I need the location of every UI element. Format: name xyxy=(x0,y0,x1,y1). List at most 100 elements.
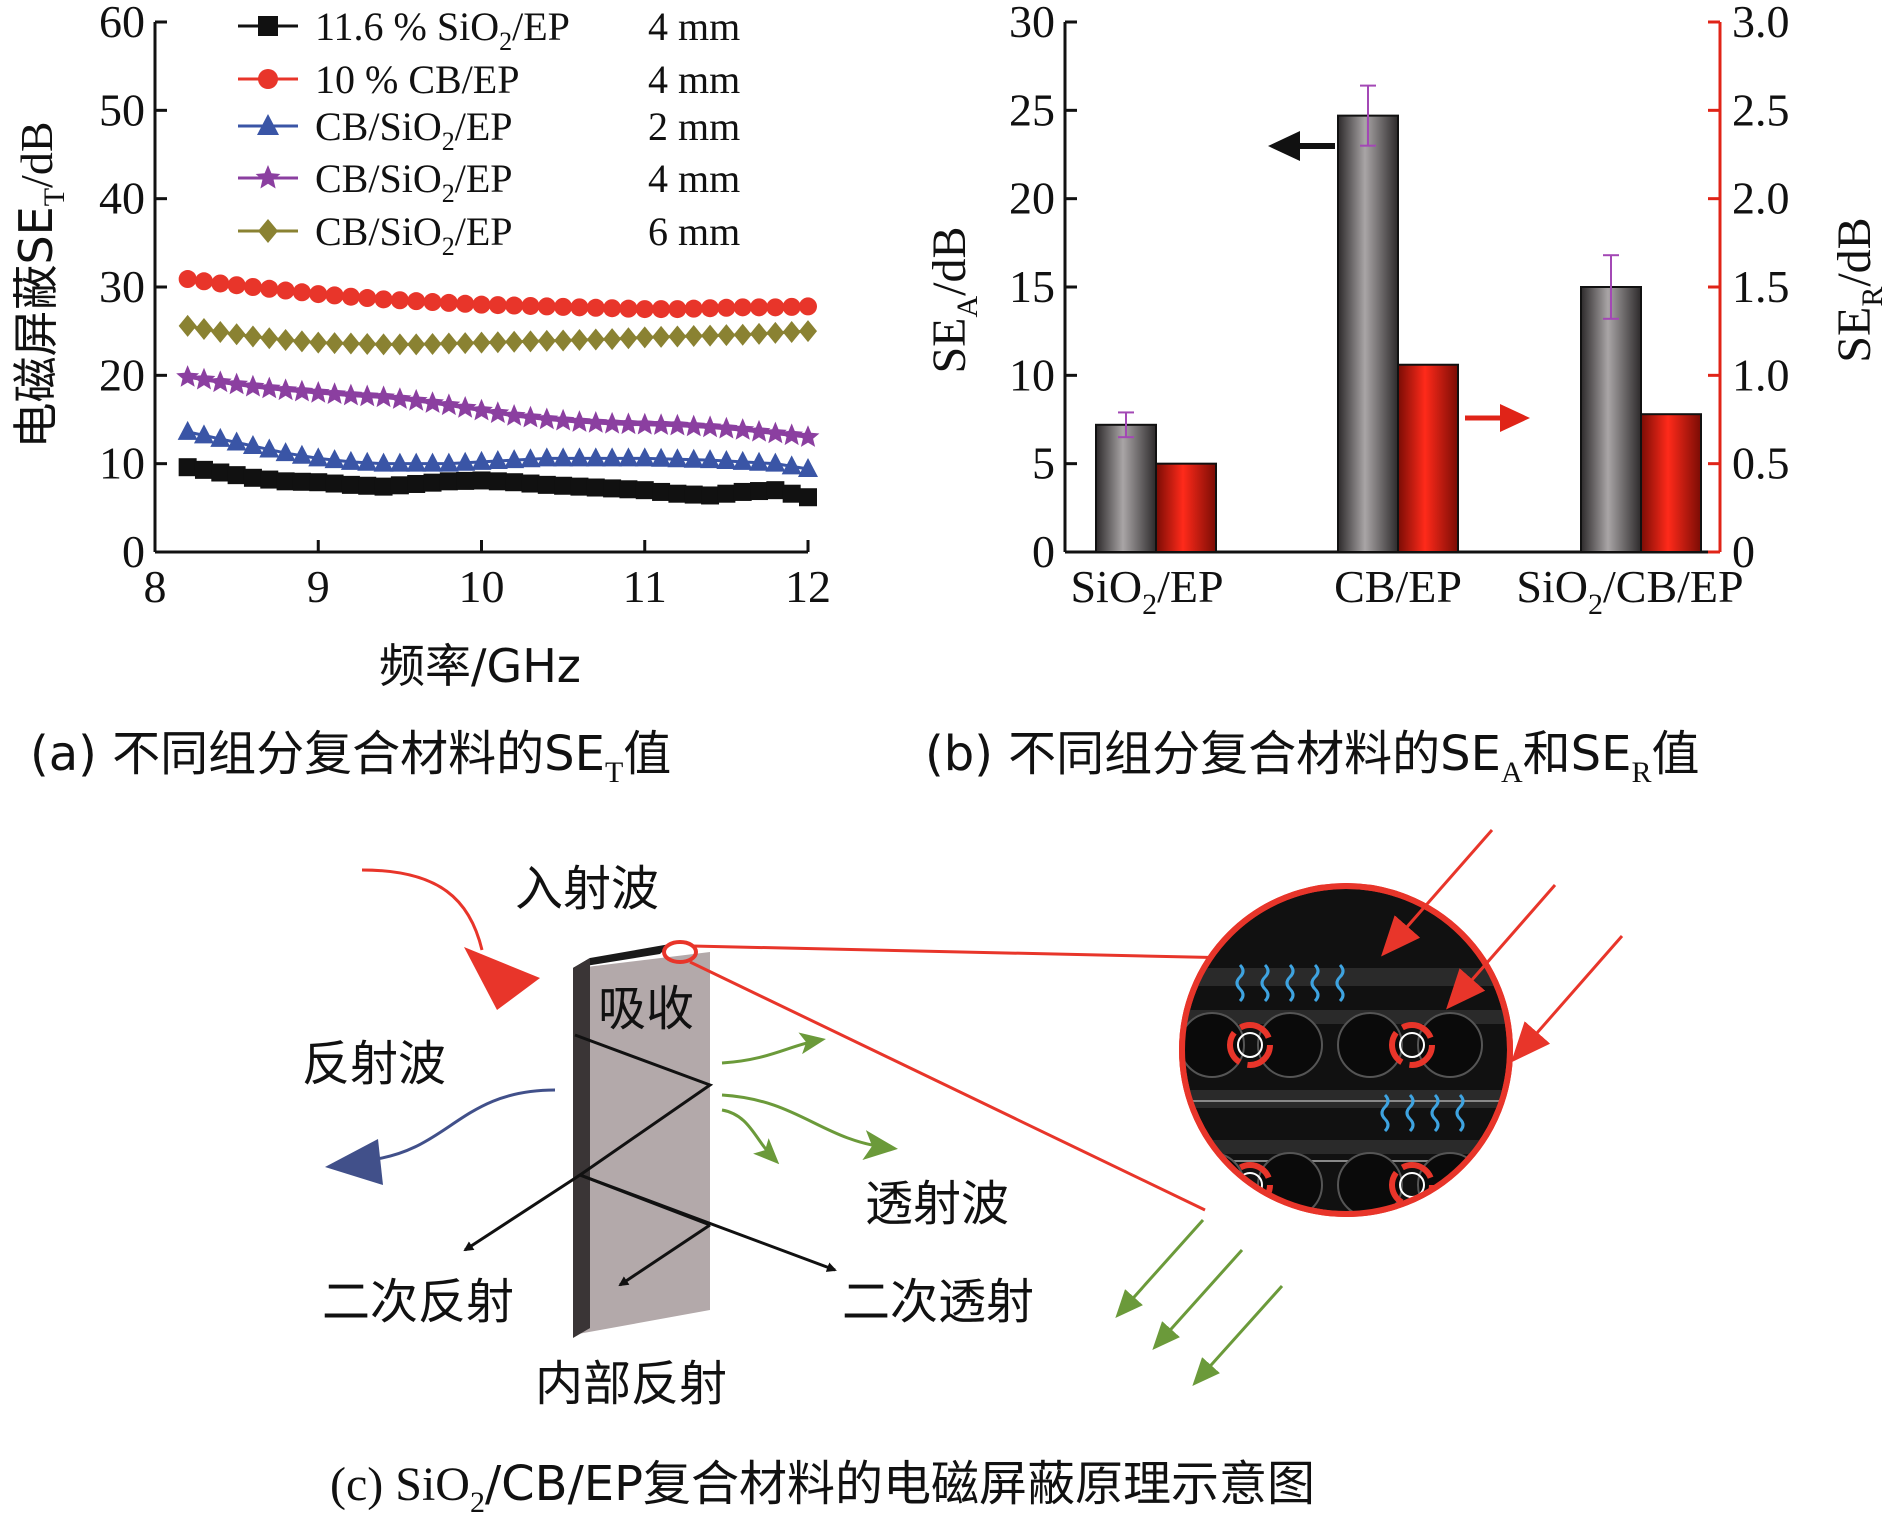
cb-particle xyxy=(1337,1152,1403,1212)
absorb-wave xyxy=(1382,1215,1388,1251)
cb-particle xyxy=(1337,1012,1403,1078)
absorb-wave xyxy=(1282,1215,1288,1251)
a-point xyxy=(243,325,262,348)
slab-left-face xyxy=(573,958,590,1338)
transmit-curve-3 xyxy=(721,1108,780,1165)
a-point xyxy=(292,472,311,491)
a-point xyxy=(763,421,787,444)
a-point xyxy=(717,484,736,503)
cb-particle xyxy=(1417,1012,1483,1078)
secondary-reflect-arrow xyxy=(463,1173,581,1252)
a-legend-label: CB/SiO2/EP xyxy=(315,104,513,156)
fiber-band xyxy=(1184,968,1508,986)
a-point xyxy=(390,291,409,310)
a-point xyxy=(502,404,526,426)
a-point xyxy=(309,473,328,492)
a-point xyxy=(456,294,475,313)
a-point xyxy=(258,16,278,36)
a-point xyxy=(243,468,262,487)
a-point xyxy=(570,477,589,496)
a-point xyxy=(521,474,540,493)
a-point xyxy=(470,398,493,421)
a-point xyxy=(422,452,443,472)
a-point xyxy=(225,372,248,395)
b-y-tick-label-right: 0.5 xyxy=(1732,438,1790,489)
a-point xyxy=(227,276,246,295)
absorb-wave xyxy=(1307,1215,1313,1251)
a-point xyxy=(537,475,556,494)
label-secondary-transmit: 二次透射 xyxy=(842,1274,1034,1330)
a-point xyxy=(258,69,278,89)
absorb-wave xyxy=(1455,1093,1465,1133)
fiber-band xyxy=(1184,1010,1508,1024)
a-point xyxy=(635,326,654,349)
a-point xyxy=(374,477,393,496)
a-point xyxy=(472,331,491,354)
a-point xyxy=(306,381,330,403)
b-category-label: CB/EP xyxy=(1334,561,1462,612)
a-x-tick-label: 11 xyxy=(623,561,667,612)
a-point xyxy=(717,298,736,317)
a-point xyxy=(537,297,556,316)
a-legend-thickness: 4 mm xyxy=(648,4,740,49)
reflect-wave-head xyxy=(325,1139,383,1185)
a-point xyxy=(634,447,655,467)
a-point xyxy=(698,415,722,438)
b-ylabel-right: SER/dB xyxy=(1828,217,1889,362)
a-point xyxy=(325,474,344,493)
a-point xyxy=(635,481,654,500)
a-point xyxy=(456,471,475,490)
a-series-0 xyxy=(178,458,817,507)
a-x-tick-label: 9 xyxy=(307,561,330,612)
a-point xyxy=(750,298,769,317)
a-point xyxy=(731,418,755,440)
a-point xyxy=(554,329,573,352)
a-point xyxy=(211,463,230,482)
a-point xyxy=(715,416,738,439)
b-y-tick-label-left: 10 xyxy=(1009,349,1055,400)
a-point xyxy=(291,444,312,464)
b-y-tick-label-left: 30 xyxy=(1009,0,1055,47)
a-point xyxy=(439,332,458,355)
a-point xyxy=(701,486,720,505)
a-point xyxy=(407,292,426,311)
a-point xyxy=(666,413,689,436)
a-point xyxy=(292,283,311,302)
a-x-tick-label: 12 xyxy=(785,561,831,612)
a-point xyxy=(798,457,818,477)
b-y-tick-label-right: 1.0 xyxy=(1732,349,1790,400)
a-point xyxy=(765,452,786,472)
a-series-4 xyxy=(178,314,817,356)
fiber-band xyxy=(1184,1090,1508,1108)
a-point xyxy=(603,299,622,318)
a-point xyxy=(453,396,477,418)
a-legend-label: 11.6 % SiO2/EP xyxy=(315,4,570,56)
a-point xyxy=(521,296,540,315)
a-point xyxy=(585,447,606,467)
a-point xyxy=(355,384,379,407)
a-xlabel: 频率/GHz xyxy=(379,639,581,693)
a-point xyxy=(553,447,574,467)
b-bar-ser xyxy=(1640,413,1702,554)
a-point xyxy=(570,298,589,317)
a-point xyxy=(782,297,801,316)
b-axes: 0 5 10 15 20 25 30 0 0.5 1.0 1.5 2.0 2.5 3.0 SiO2/EP CB… xyxy=(1009,0,1790,621)
a-point xyxy=(505,330,524,353)
b-bar-ser xyxy=(1155,462,1217,553)
a-point xyxy=(684,485,703,504)
a-point xyxy=(569,447,590,467)
a-point xyxy=(619,327,638,350)
a-point xyxy=(505,473,524,492)
a-legend: 11.6 % SiO2/EP 4 mm 10 % CB/EP 4 mm CB/SiO2/… xyxy=(238,4,740,261)
a-point xyxy=(682,414,706,437)
cb-particle xyxy=(1184,1012,1245,1078)
a-point xyxy=(486,401,510,423)
a-point xyxy=(358,289,377,308)
a-point xyxy=(780,423,804,446)
transmit-curve-1 xyxy=(721,1032,826,1065)
a-point xyxy=(323,382,346,404)
a-point xyxy=(488,331,507,354)
a-point xyxy=(372,385,395,408)
b-category-label: SiO2/EP xyxy=(1070,561,1223,621)
